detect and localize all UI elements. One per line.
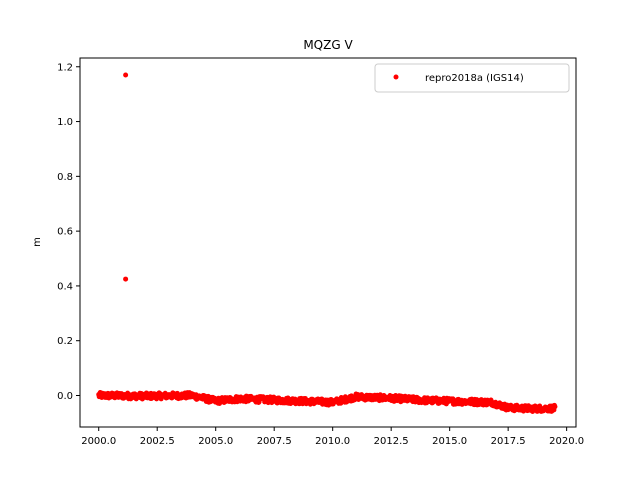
x-tick-label: 2010.0 xyxy=(315,436,350,447)
x-tick-label: 2017.5 xyxy=(491,436,526,447)
y-tick-label: 0.4 xyxy=(57,281,73,292)
y-tick-label: 0.2 xyxy=(57,336,73,347)
chart-title: MQZG V xyxy=(303,38,353,52)
y-tick-label: 1.2 xyxy=(57,62,73,73)
data-point-outlier xyxy=(123,276,129,282)
legend: repro2018a (IGS14) xyxy=(374,63,570,93)
x-tick-label: 2012.5 xyxy=(374,436,409,447)
y-tick-label: 0.6 xyxy=(57,227,73,238)
x-tick-label: 2002.5 xyxy=(140,436,175,447)
data-point xyxy=(552,404,558,410)
points-layer xyxy=(96,72,558,415)
y-tick-label: 0.8 xyxy=(57,172,73,183)
data-point-outlier xyxy=(123,72,129,78)
x-tick-label: 2000.0 xyxy=(81,436,116,447)
y-tick-label: 1.0 xyxy=(57,117,73,128)
x-tick-label: 2007.5 xyxy=(257,436,292,447)
x-tick-label: 2005.0 xyxy=(198,436,233,447)
y-axis: 0.0 0.2 0.4 0.6 0.8 1.0 1.2 xyxy=(57,62,80,402)
legend-box xyxy=(374,63,570,93)
y-tick-label: 0.0 xyxy=(57,391,73,402)
legend-label: repro2018a (IGS14) xyxy=(425,73,524,84)
x-axis: 2000.0 2002.5 2005.0 2007.5 2010.0 2012.5 2015… xyxy=(81,427,584,447)
plot-frame xyxy=(79,57,577,428)
x-tick-label: 2015.0 xyxy=(432,436,467,447)
y-axis-label: m xyxy=(32,237,43,247)
legend-marker xyxy=(393,74,399,80)
x-tick-label: 2020.0 xyxy=(549,436,584,447)
